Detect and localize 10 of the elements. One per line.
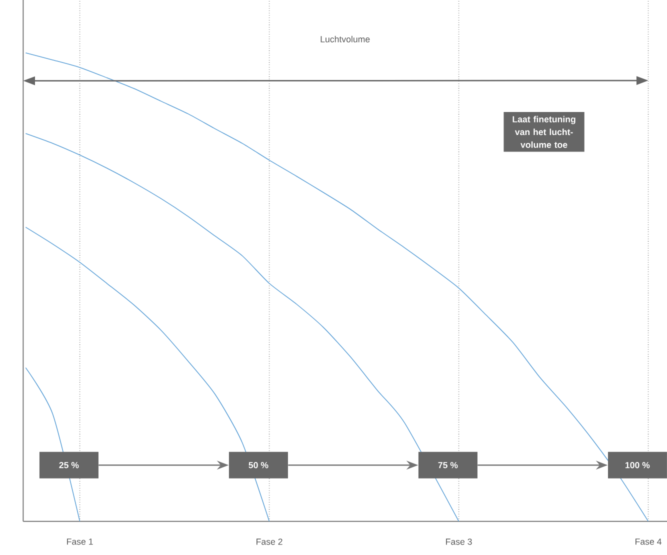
x-tick-label: Fase 2: [256, 538, 282, 545]
x-tick-label: Fase 3: [446, 538, 472, 545]
annotation: 75 %: [438, 462, 458, 468]
annotation: 50 %: [248, 462, 268, 468]
annotation: Laat finetuning van het lucht-volume toe: [512, 116, 576, 148]
annotation: 100 %: [625, 462, 650, 468]
x-tick-label: Fase 1: [67, 538, 93, 545]
annotation: 25 %: [59, 462, 79, 468]
text: Luchtvolume: [320, 36, 370, 42]
x-tick-label: Fase 4: [636, 538, 662, 545]
